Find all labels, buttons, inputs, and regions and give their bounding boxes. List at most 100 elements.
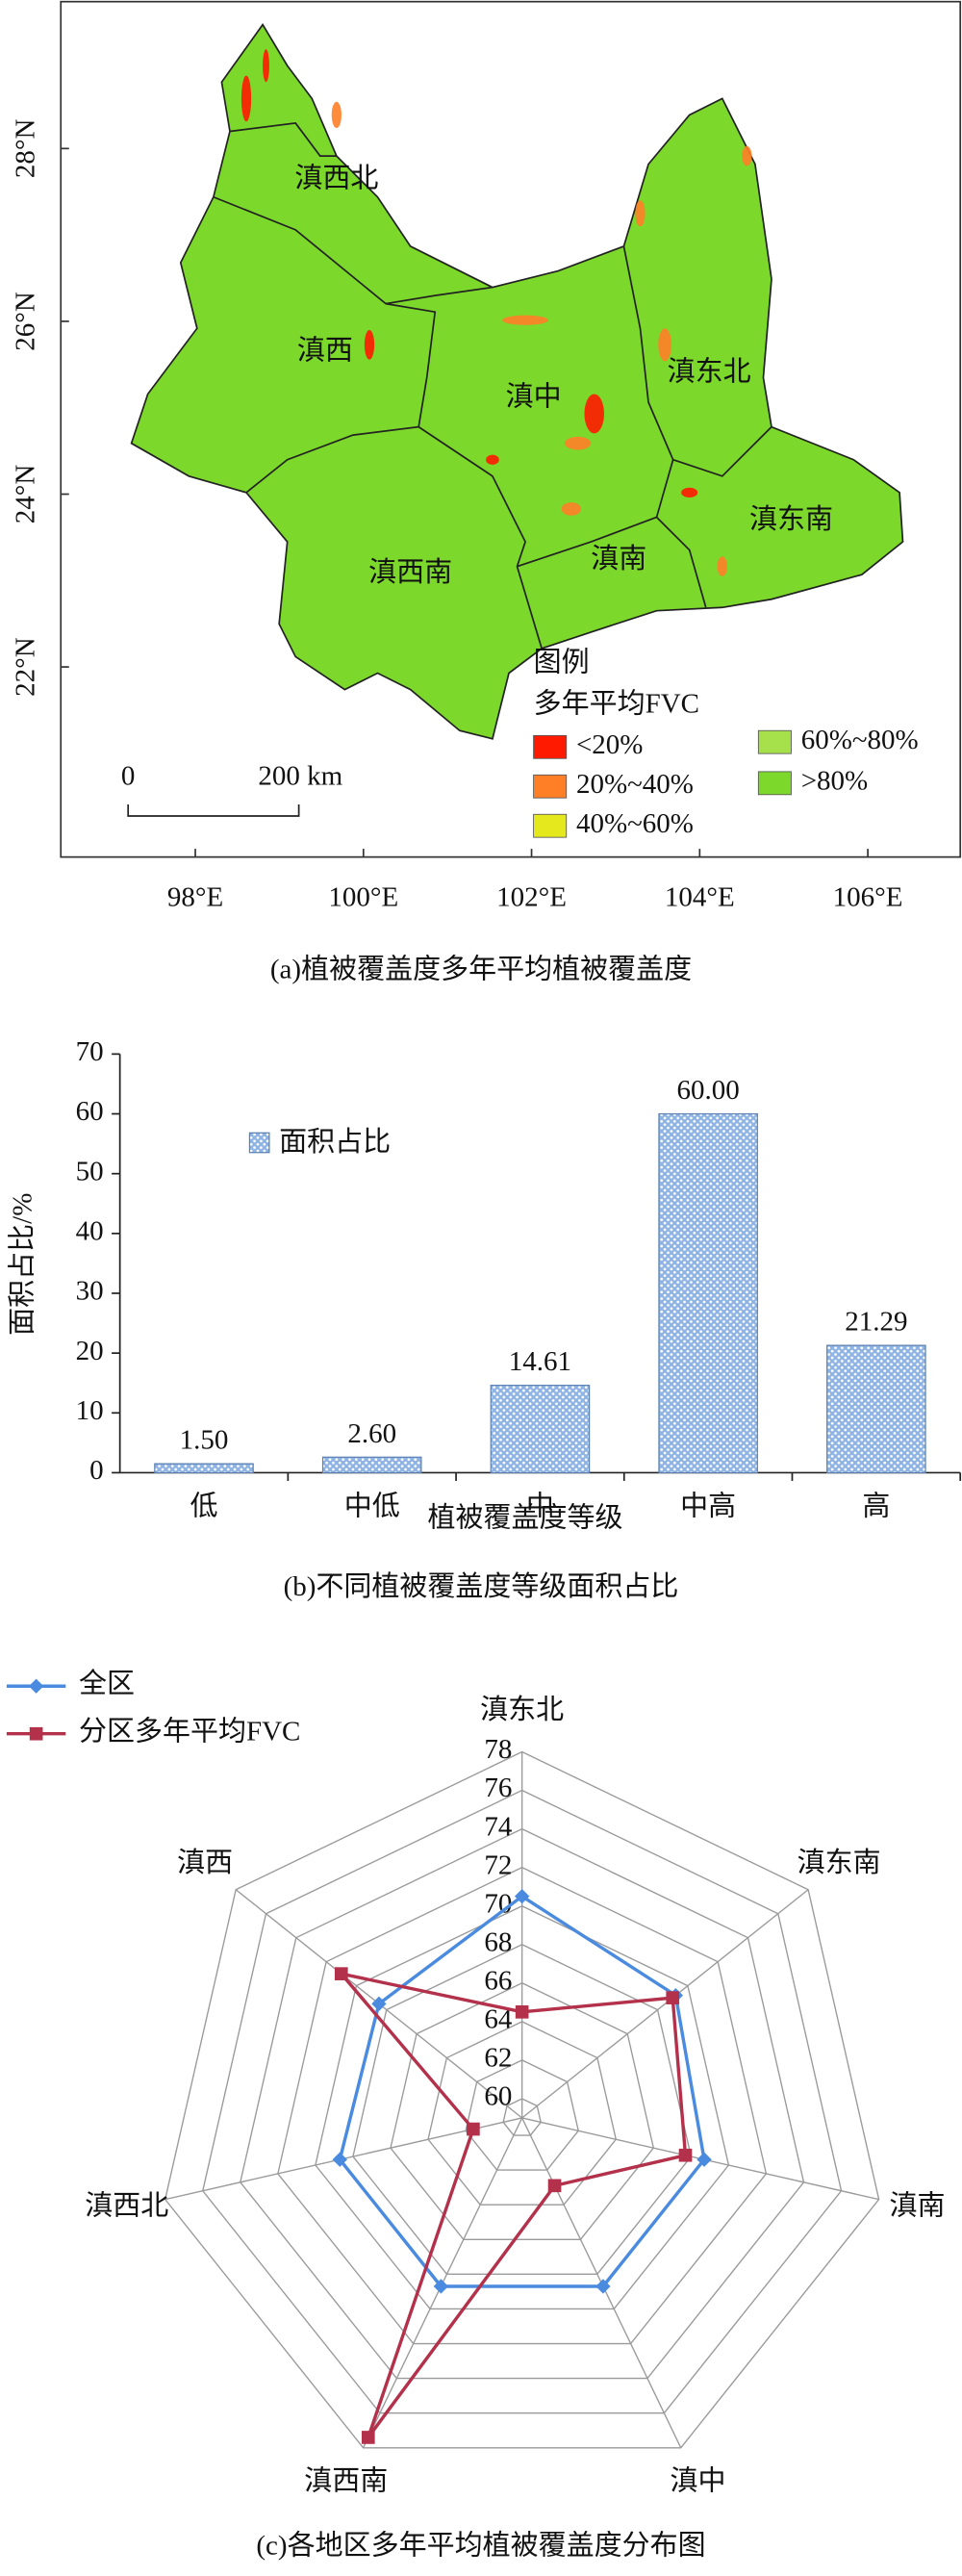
legend-label: 分区多年平均FVC	[79, 1715, 300, 1747]
region-border	[517, 516, 657, 568]
category-label: 滇西	[177, 1847, 233, 1878]
legend-title: 图例	[534, 647, 590, 678]
r-tick-label: 74	[484, 1811, 513, 1842]
region-border	[622, 245, 772, 477]
category-label: 滇中	[670, 2464, 725, 2496]
y-tick-label: 20	[76, 1336, 104, 1366]
point	[666, 1991, 680, 2004]
low-fvc-patch	[263, 49, 269, 83]
series-line	[337, 1971, 688, 2438]
y-tick-label: 0	[89, 1455, 104, 1486]
grid-ring	[240, 1827, 805, 2380]
x-tick-label: 100°E	[328, 882, 398, 913]
point	[334, 1967, 348, 1980]
legend-marker	[29, 1726, 43, 1741]
r-tick-label: 72	[484, 1849, 512, 1880]
region-label: 滇西北	[294, 162, 378, 193]
x-tick-label: 中低	[344, 1491, 400, 1522]
legend-swatch	[533, 734, 568, 759]
caption: (c)各地区多年平均植被覆盖度分布图	[256, 2530, 705, 2562]
value-label: 1.50	[180, 1425, 229, 1456]
grid-ring	[277, 1866, 768, 2345]
y-tick-label: 60	[76, 1096, 104, 1127]
y-tick-label: 50	[76, 1156, 104, 1186]
y-axis-label: 面积占比/%	[6, 1193, 38, 1336]
x-tick-label: 高	[862, 1491, 890, 1522]
low-fvc-patch	[717, 556, 727, 576]
value-label: 21.29	[845, 1307, 907, 1338]
legend-label: 全区	[79, 1668, 135, 1699]
category-label: 滇东北	[480, 1694, 564, 1725]
region-border	[655, 459, 707, 608]
grid-ring	[202, 1789, 843, 2414]
point	[371, 1996, 387, 2012]
region-label: 滇东南	[749, 503, 833, 535]
region-label: 滇南	[591, 543, 646, 574]
region-border	[418, 425, 543, 650]
point	[696, 2152, 712, 2167]
x-tick-label: 中高	[680, 1491, 736, 1522]
r-tick-label: 66	[484, 1965, 512, 1996]
r-tick-label: 76	[484, 1773, 512, 1803]
category-label: 滇东南	[797, 1847, 881, 1878]
legend-marker	[28, 1678, 44, 1694]
point	[433, 2279, 449, 2294]
x-tick-label: 中	[526, 1491, 554, 1522]
low-fvc-patch	[584, 394, 604, 434]
bar	[826, 1344, 926, 1474]
legend-label: 面积占比	[279, 1126, 391, 1158]
scale-bar	[127, 804, 300, 817]
low-fvc-patch	[486, 454, 499, 465]
caption: (b)不同植被覆盖度等级面积占比	[284, 1570, 679, 1602]
bar	[321, 1456, 422, 1474]
grid-ring	[465, 2059, 579, 2171]
legend-label: 40%~60%	[576, 808, 694, 839]
y-tick-label: 10	[76, 1395, 104, 1426]
bar	[490, 1385, 591, 1474]
legend-label: 20%~40%	[576, 769, 694, 800]
low-fvc-patch	[681, 487, 698, 497]
series-line	[338, 1894, 706, 2288]
x-tick-label: 98°E	[167, 882, 223, 913]
low-fvc-patch	[502, 315, 548, 325]
x-tick-label: 低	[190, 1491, 217, 1522]
scale-label: 0	[121, 760, 136, 791]
legend-swatch	[757, 729, 792, 754]
caption: (a)植被覆盖度多年平均植被覆盖度	[270, 954, 692, 985]
region-label: 滇西	[297, 334, 353, 366]
x-tick-label: 104°E	[665, 882, 735, 913]
grid-ring	[315, 1904, 730, 2310]
legend-label: >80%	[801, 766, 869, 797]
point	[514, 1889, 530, 1904]
y-tick-label: 24°N	[11, 465, 41, 524]
map-frame	[60, 0, 962, 858]
x-axis-label: 植被覆盖度等级	[428, 1502, 623, 1534]
point	[515, 2005, 529, 2019]
region-label: 滇中	[506, 380, 562, 412]
category-label: 滇西北	[85, 2189, 168, 2221]
bar	[658, 1112, 758, 1474]
point	[678, 2148, 693, 2162]
x-tick-label: 106°E	[833, 882, 903, 913]
y-tick-label: 40	[76, 1215, 104, 1246]
legend-swatch	[533, 774, 568, 799]
y-tick-label: 28°N	[11, 119, 41, 179]
low-fvc-patch	[565, 436, 592, 450]
grid-ring	[390, 1982, 655, 2240]
r-tick-label: 62	[484, 2043, 512, 2074]
low-fvc-patch	[240, 75, 252, 122]
region-label: 滇东北	[668, 356, 751, 388]
low-fvc-patch	[331, 101, 342, 129]
point	[547, 2179, 562, 2193]
region-label: 滇西南	[368, 556, 452, 588]
low-fvc-patch	[658, 328, 671, 362]
legend-swatch	[757, 771, 792, 796]
low-fvc-patch	[561, 502, 582, 516]
low-fvc-patch	[742, 145, 752, 166]
legend-subtitle: 多年平均FVC	[534, 687, 699, 719]
grid-ring	[164, 1750, 880, 2449]
spoke	[521, 1889, 809, 2119]
category-label: 滇南	[890, 2189, 946, 2221]
low-fvc-patch	[364, 329, 375, 360]
